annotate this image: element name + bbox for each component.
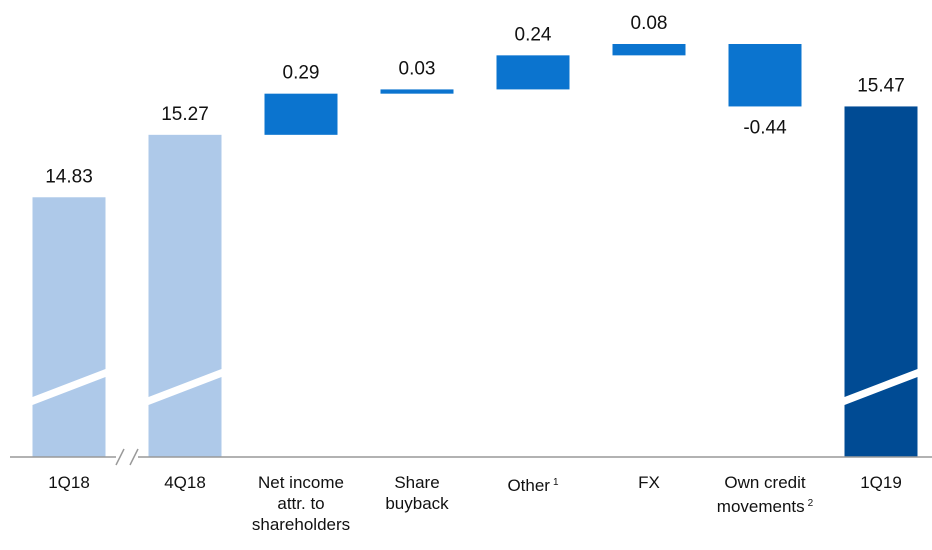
break-mark — [844, 369, 918, 405]
x-tick-label: 1Q19 — [826, 472, 932, 493]
x-tick-label: Share buyback — [362, 472, 472, 514]
break-mark — [148, 369, 222, 405]
footnote: 2 — [807, 498, 814, 509]
category: 1Q19 — [860, 473, 902, 492]
value-label: 0.29 — [283, 63, 320, 84]
category: Own credit movements — [716, 473, 806, 516]
value-label: 15.47 — [857, 75, 905, 96]
bar — [380, 89, 454, 94]
value-label: -0.44 — [743, 117, 787, 138]
bar — [496, 55, 570, 90]
value-label: 15.27 — [161, 104, 209, 125]
x-tick-label: 1Q18 — [14, 472, 124, 493]
break-mark — [32, 369, 106, 405]
value-label: 14.83 — [45, 166, 93, 187]
category: FX — [638, 473, 660, 492]
x-tick-label: 4Q18 — [130, 472, 240, 493]
x-tick-label: Own credit movements 2 — [710, 472, 820, 517]
category: Other — [507, 476, 550, 495]
bar — [728, 43, 802, 107]
bar — [264, 93, 338, 135]
bar — [844, 106, 918, 458]
x-tick-label: Net income attr. to shareholders — [246, 472, 356, 535]
value-label: 0.03 — [399, 58, 436, 79]
category: 1Q18 — [48, 473, 90, 492]
category: Share buyback — [385, 473, 449, 513]
bar — [148, 134, 222, 457]
x-tick-label: Other 1 — [478, 472, 588, 496]
value-label: 0.24 — [515, 24, 552, 45]
category: Net income attr. to shareholders — [251, 473, 351, 534]
axis-break — [129, 448, 139, 466]
category: 4Q18 — [164, 473, 206, 492]
bar — [32, 197, 106, 457]
x-tick-label: FX — [594, 472, 704, 493]
value-label: 0.08 — [631, 13, 668, 34]
axis-break — [115, 448, 125, 466]
footnote: 1 — [552, 477, 559, 488]
bar — [612, 43, 686, 56]
